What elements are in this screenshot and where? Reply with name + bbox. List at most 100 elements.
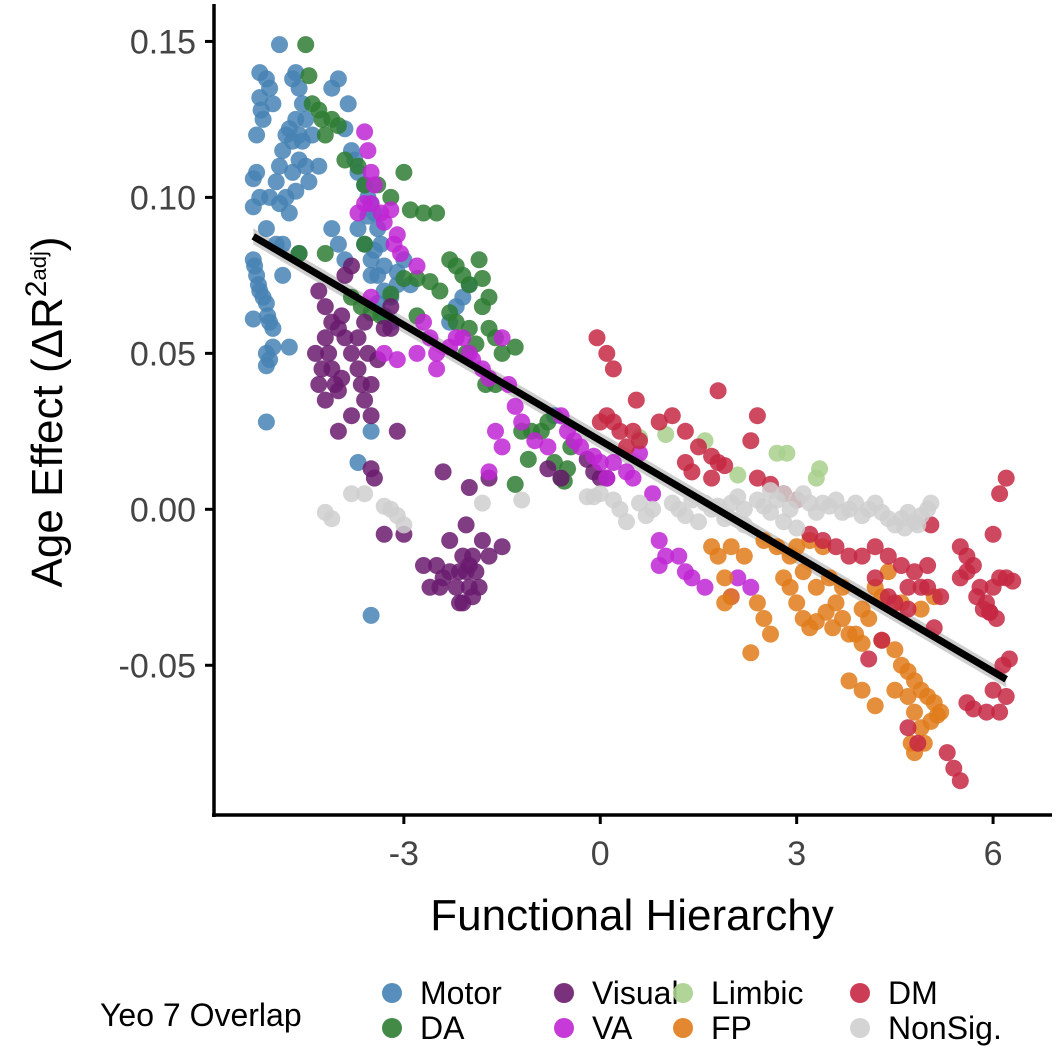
series-visual-points [307,257,616,612]
data-point [853,681,871,699]
data-point [280,338,298,356]
data-point [676,422,694,440]
data-point [329,117,347,135]
series-nonsig-points [316,482,940,537]
data-point [811,460,829,478]
data-point [716,569,734,587]
data-point [261,79,279,97]
data-point [886,594,904,612]
data-point [650,532,668,549]
data-point [329,70,347,88]
data-point [631,494,648,512]
data-point [896,519,914,537]
data-point [735,500,753,518]
data-point [984,525,1002,543]
data-point [336,151,354,169]
data-point [336,329,354,347]
legend-item-nonsig: NonSig. [850,1010,1002,1046]
data-point [493,538,511,556]
legend-item-motor: Motor [382,975,502,1011]
data-point [778,444,796,462]
data-point [588,329,606,347]
data-point [827,594,845,612]
data-point [343,344,360,362]
legend-item-dm: DM [850,975,938,1011]
data-point [709,382,727,400]
y-tick-label: 0.05 [130,335,196,373]
data-point [762,625,779,643]
data-point [274,266,292,284]
data-point [506,475,524,493]
data-point [899,719,917,737]
data-point [513,491,531,509]
data-point [464,547,482,565]
data-point [349,360,367,378]
data-point [722,538,740,556]
data-point [362,422,380,440]
data-point [729,488,747,506]
legend-label: FP [711,1010,752,1046]
data-point [441,532,459,549]
scatter-points [244,36,1022,790]
data-point [457,516,475,534]
data-point [807,578,825,596]
data-point [526,432,544,450]
data-point [909,734,927,752]
data-point [506,397,524,415]
data-point [431,282,449,300]
legend-title: Yeo 7 Overlap [100,997,302,1033]
data-point [447,578,465,596]
legend-item-limbic: Limbic [673,975,803,1011]
data-point [349,204,367,222]
data-point [932,703,950,721]
data-point [729,466,747,484]
data-point [467,563,485,581]
y-axis-title-sup: 2 [20,281,53,298]
data-point [375,257,393,275]
legend-item-da: DA [382,1010,465,1046]
data-point [775,513,793,531]
data-point [627,391,645,409]
data-point [290,79,308,97]
data-point [320,344,338,362]
data-point [339,95,357,113]
data-point [343,485,360,503]
data-point [257,220,275,238]
data-point [470,251,488,269]
data-point [539,413,557,431]
data-point [454,329,472,347]
y-tick-label: 0.10 [130,179,196,217]
data-point [853,634,871,652]
data-point [349,454,367,471]
data-point [909,516,927,534]
data-point [762,482,779,500]
data-point [690,438,707,456]
data-point [408,270,426,287]
data-point [598,344,616,362]
data-point [470,578,488,596]
x-axis-title: Functional Hierarchy [430,891,834,940]
legend-label: DM [888,975,938,1011]
data-point [375,344,393,362]
legend-label: Limbic [711,975,803,1011]
data-point [938,744,956,762]
data-point [307,344,324,362]
data-point [388,351,406,369]
data-point [310,376,328,393]
data-point [624,469,642,487]
data-point [912,600,930,618]
data-point [742,432,760,450]
data-point [356,313,374,331]
data-point [513,413,531,431]
data-point [428,360,446,378]
data-point [519,450,537,468]
data-point [735,547,753,565]
data-point [392,245,410,262]
y-axis-title-main: Age Effect (ΔR [23,297,72,587]
data-point [991,703,1009,721]
data-point [329,422,347,440]
legend-swatch [554,983,574,1003]
data-point [879,563,897,581]
data-point [899,578,917,596]
data-point [264,319,282,337]
